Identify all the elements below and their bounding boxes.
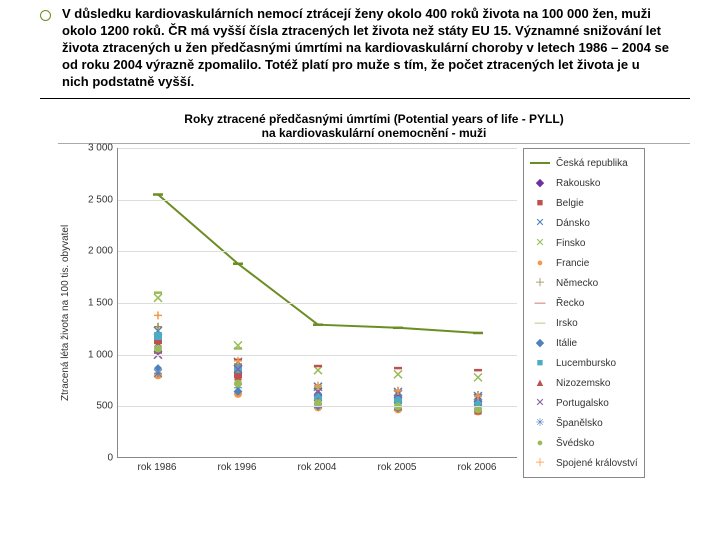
legend-item: —Irsko [530,313,638,333]
ytick-label: 1 000 [88,349,113,360]
gridline [118,355,517,356]
chart-body: Ztracená léta života na 100 tis. obyvate… [58,148,690,478]
chart-title-line2: na kardiovaskulární onemocnění - muži [262,126,487,140]
ytick-label: 1 500 [88,298,113,309]
header-paragraph: V důsledku kardiovaskulárních nemocí ztr… [0,0,720,98]
data-marker [154,332,162,340]
ytick-label: 2 500 [88,194,113,205]
legend-item: ✕Dánsko [530,213,638,233]
plot-column: rok 1986rok 1996rok 2004rok 2005rok 2006 [117,148,517,478]
legend-item: ✕Finsko [530,233,638,253]
legend-item: —Řecko [530,293,638,313]
gridline [118,251,517,252]
gridline [118,148,517,149]
data-marker [154,369,162,377]
xtick-label: rok 1996 [197,458,277,473]
data-marker [154,311,162,319]
legend-item: ✳Španělsko [530,413,638,433]
bullet-icon [40,10,51,21]
legend-item: ▲Nizozemsko [530,373,638,393]
legend-item: ■Lucembursko [530,353,638,373]
ytick-label: 500 [96,401,113,412]
gridline [118,303,517,304]
legend: Česká republika◆Rakousko■Belgie✕Dánsko✕F… [523,148,645,478]
data-marker [314,366,322,374]
y-axis-ticks: 05001 0001 5002 0002 5003 000 [73,148,117,478]
xtick-label: rok 2006 [437,458,517,473]
gridline [118,406,517,407]
legend-item: ●Francie [530,253,638,273]
data-marker [154,294,162,302]
xtick-label: rok 2005 [357,458,437,473]
chart-title-line1: Roky ztracené předčasnými úmrtími (Poten… [184,112,563,126]
ytick-label: 3 000 [88,143,113,154]
ytick-label: 0 [107,453,113,464]
xtick-label: rok 2004 [277,458,357,473]
xtick-label: rok 1986 [117,458,197,473]
legend-item: ＋Spojené království [530,453,638,473]
legend-item: Česká republika [530,153,638,173]
data-marker [234,380,242,388]
y-axis-label: Ztracená léta života na 100 tis. obyvate… [58,148,73,478]
data-marker [474,373,482,381]
legend-item: ＋Německo [530,273,638,293]
x-axis-ticks: rok 1986rok 1996rok 2004rok 2005rok 2006 [117,458,517,473]
chart-container: Roky ztracené předčasnými úmrtími (Poten… [58,113,690,478]
data-marker [154,323,162,331]
legend-item: ■Belgie [530,193,638,213]
legend-item: ●Švédsko [530,433,638,453]
data-marker [394,370,402,378]
divider [40,98,690,99]
ytick-label: 2 000 [88,246,113,257]
legend-item: ✕Portugalsko [530,393,638,413]
line-series [158,195,478,333]
legend-item: ◆Rakousko [530,173,638,193]
legend-item: ◆Itálie [530,333,638,353]
chart-title: Roky ztracené předčasnými úmrtími (Poten… [58,113,690,143]
gridline [118,200,517,201]
data-marker [154,345,162,353]
plot-area [117,148,517,458]
